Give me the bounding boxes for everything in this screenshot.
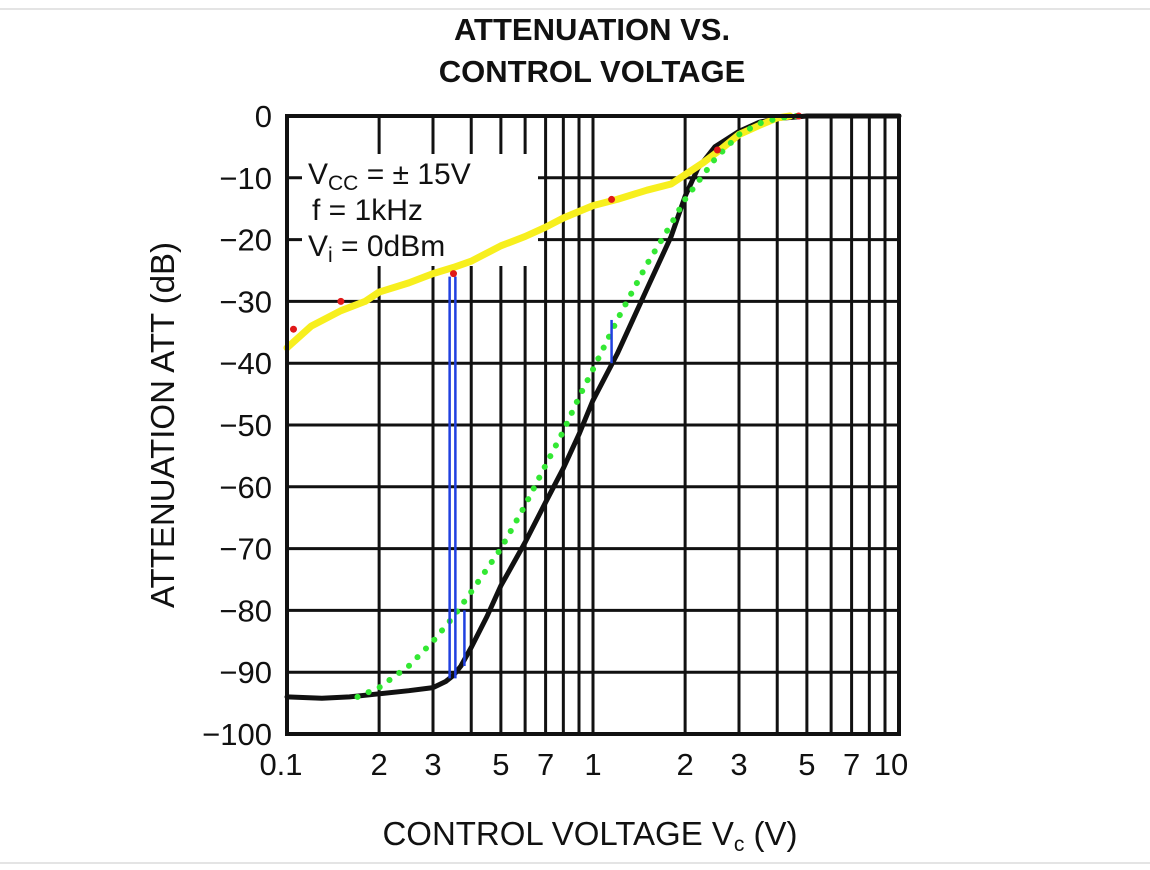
y-tick-label: −30 bbox=[219, 284, 272, 319]
y-tick-label: 0 bbox=[255, 99, 272, 134]
x-tick-label: 3 bbox=[730, 747, 747, 782]
red-marker-point bbox=[713, 146, 721, 154]
y-tick-label: −60 bbox=[219, 470, 272, 505]
annotation-vcc: VCC = ± 15V bbox=[308, 158, 471, 195]
y-tick-label: −20 bbox=[219, 223, 272, 258]
x-axis-label: CONTROL VOLTAGE Vc (V) bbox=[382, 815, 797, 856]
red-marker-point bbox=[337, 297, 345, 305]
y-tick-label: −50 bbox=[219, 408, 272, 443]
series-line-green-dotted bbox=[354, 113, 810, 700]
plot-frame bbox=[285, 114, 901, 736]
y-tick-label: −70 bbox=[219, 532, 272, 567]
bottom-border bbox=[0, 862, 1150, 864]
series-line-yellow bbox=[283, 112, 794, 352]
y-tick-labels: 0 −10 −20 −30 −40 −50 −60 −70 −80 −90 −100 bbox=[202, 99, 272, 752]
x-tick-labels: 0.1 2 3 5 7 1 2 3 5 7 10 bbox=[259, 747, 908, 782]
x-tick-label: 5 bbox=[492, 747, 509, 782]
top-border bbox=[0, 8, 1150, 10]
y-axis-label: ATTENUATION ATT (dB) bbox=[144, 242, 181, 608]
x-tick-label: 7 bbox=[843, 747, 860, 782]
x-tick-label: 7 bbox=[537, 747, 554, 782]
x-tick-label: 5 bbox=[798, 747, 815, 782]
x-tick-label: 3 bbox=[424, 747, 441, 782]
annotation-vi: Vi = 0dBm bbox=[308, 230, 445, 267]
series-layer bbox=[283, 112, 902, 701]
x-tick-label: 0.1 bbox=[259, 747, 302, 782]
y-tick-label: −90 bbox=[219, 655, 272, 690]
x-tick-label: 2 bbox=[676, 747, 693, 782]
annotation-frequency: f = 1kHz bbox=[312, 194, 423, 227]
x-tick-label: 2 bbox=[370, 747, 387, 782]
y-tick-label: −80 bbox=[219, 593, 272, 628]
y-tick-label: −100 bbox=[202, 717, 272, 752]
chart-title-line-2: CONTROL VOLTAGE bbox=[439, 54, 746, 89]
red-marker-point bbox=[289, 325, 297, 333]
x-tick-label: 10 bbox=[874, 747, 908, 782]
y-tick-label: −10 bbox=[219, 161, 272, 196]
x-tick-label: 1 bbox=[584, 747, 601, 782]
chart-title-line-1: ATTENUATION VS. bbox=[454, 12, 730, 47]
red-marker-point bbox=[449, 270, 457, 278]
red-marker-point bbox=[608, 195, 616, 203]
y-tick-label: −40 bbox=[219, 346, 272, 381]
